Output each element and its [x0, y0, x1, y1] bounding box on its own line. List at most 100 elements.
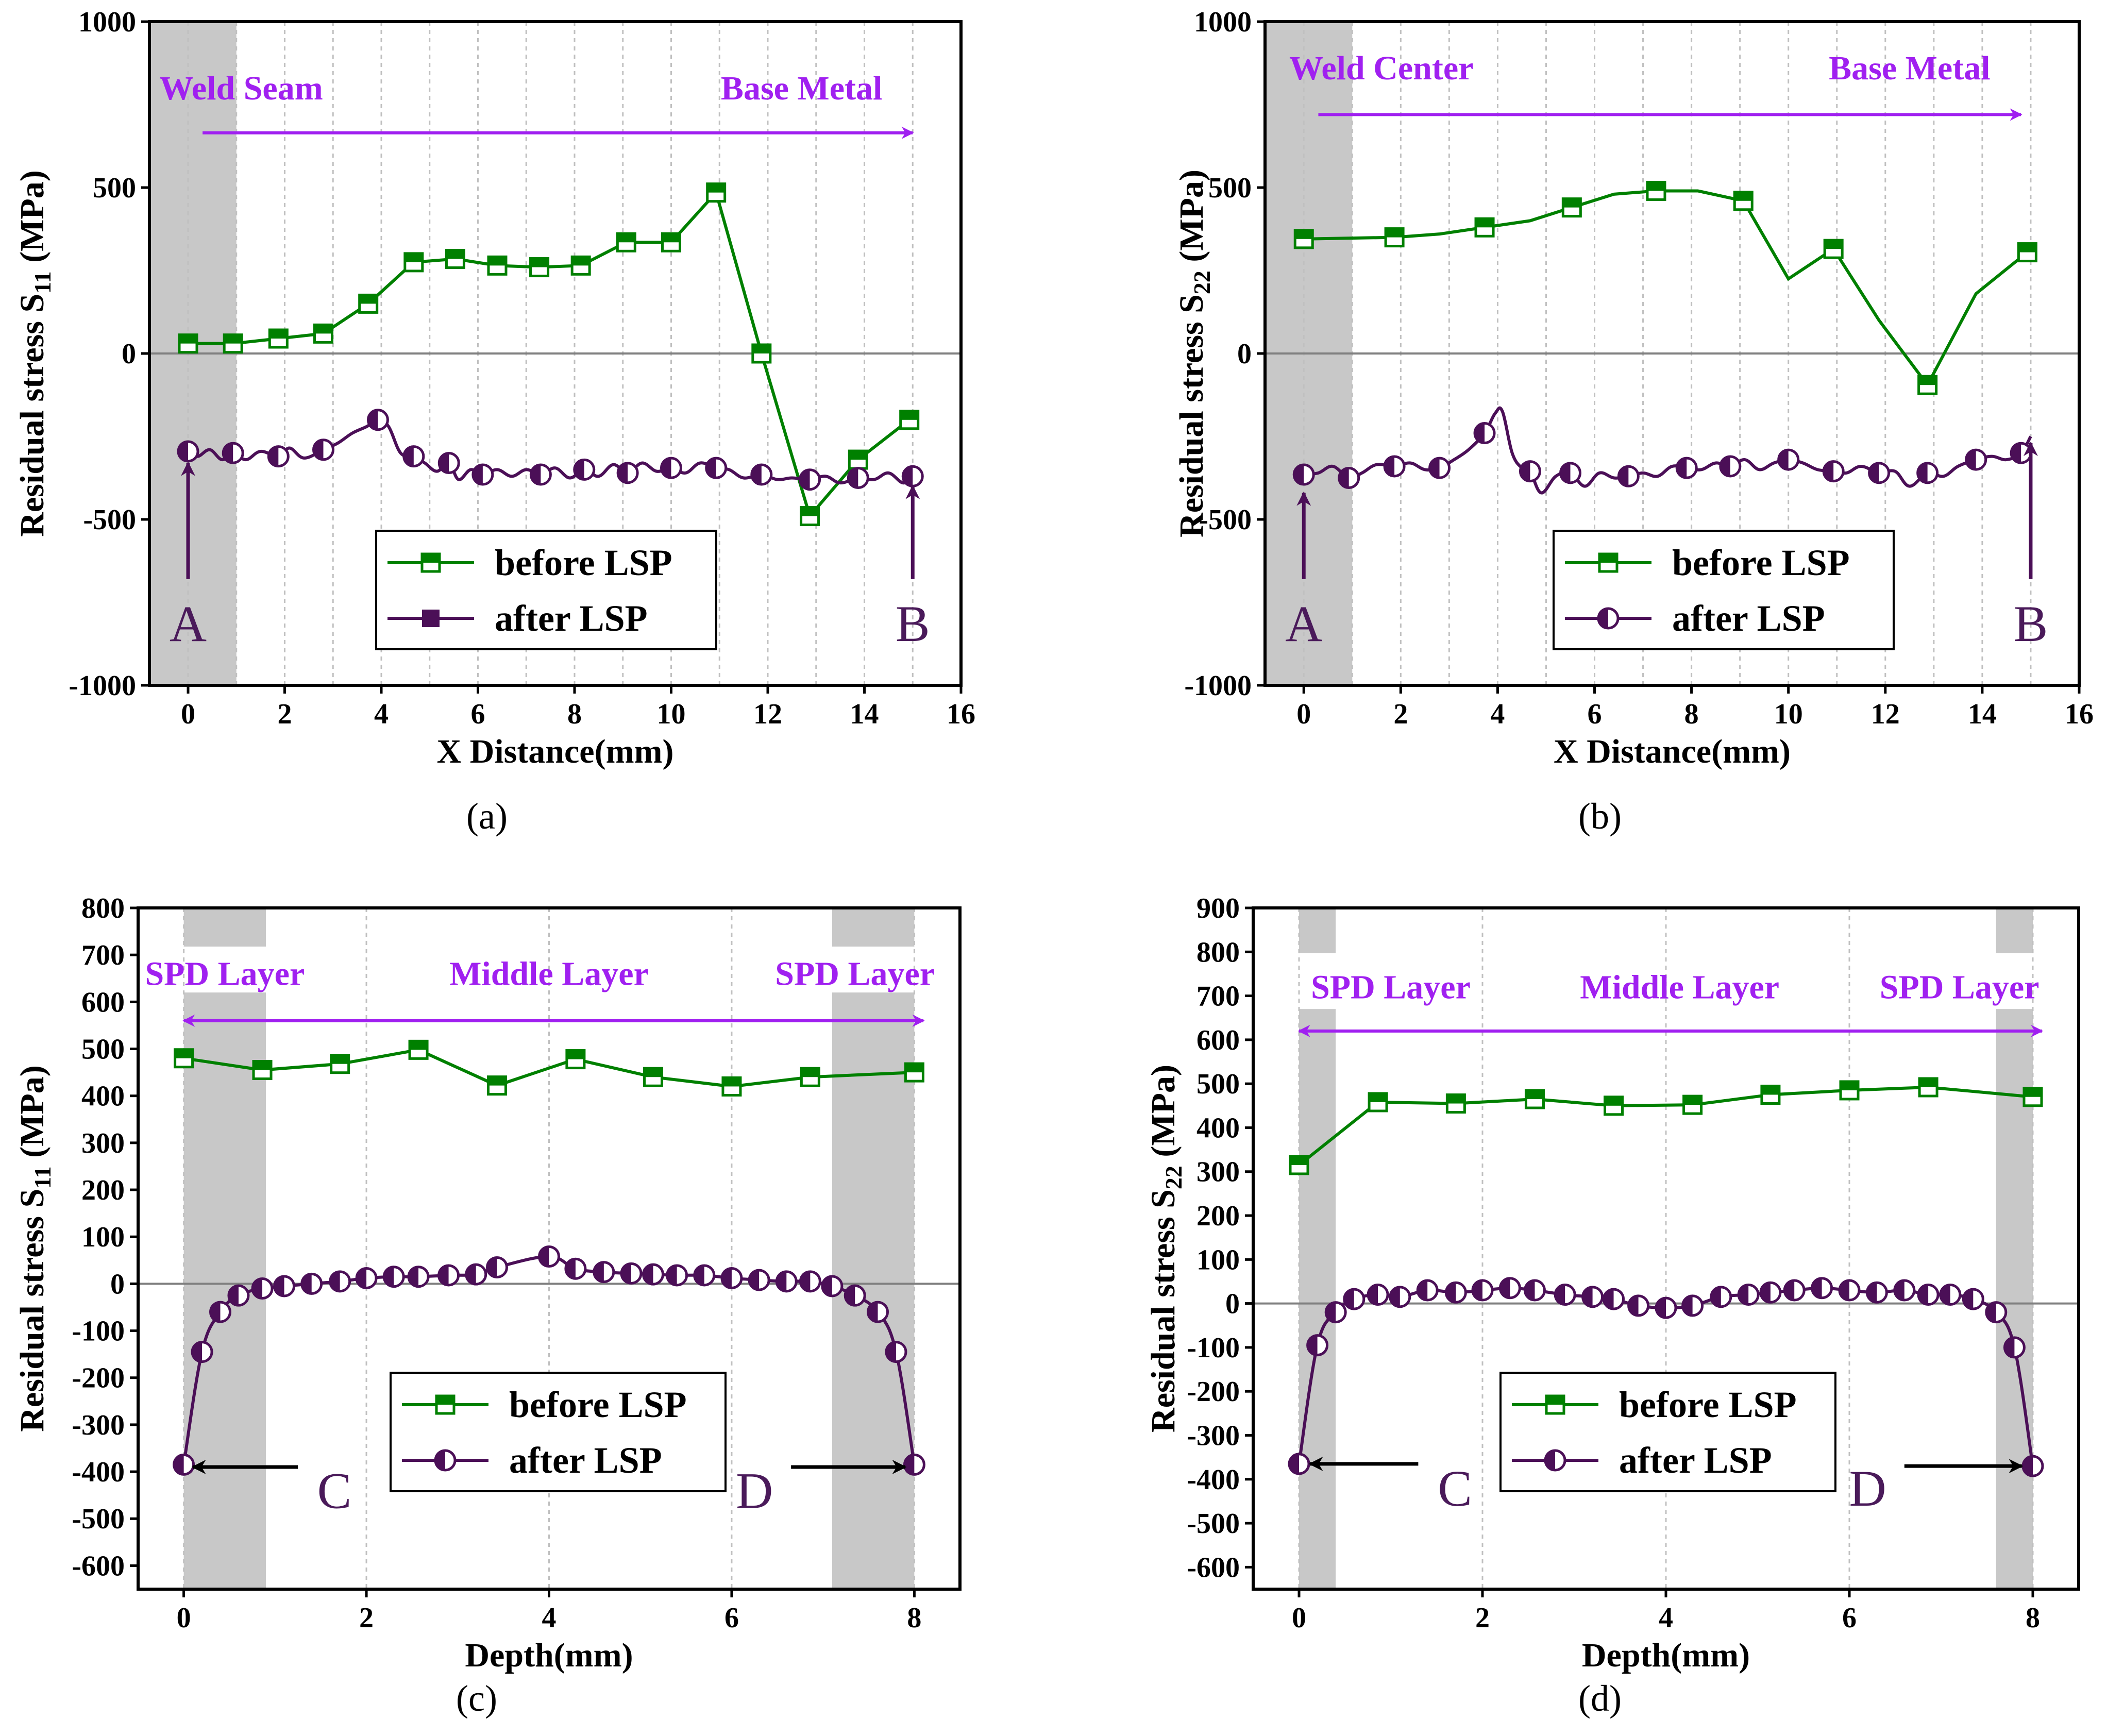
legend-marker: [434, 1449, 457, 1472]
shade-region: [1996, 909, 2033, 953]
data-point: [750, 463, 773, 486]
data-point: [1474, 217, 1495, 238]
panel-a: 0 2 4 6 8 10 12 14 16 -1000 -500 0 500 1000 X Distance…: [13, 6, 975, 837]
data-point: [486, 1075, 507, 1096]
data-point: [330, 1054, 350, 1074]
data-point: [1581, 1286, 1604, 1308]
data-point: [1416, 1279, 1439, 1302]
data-point: [222, 442, 244, 464]
data-point: [844, 1284, 866, 1307]
x-tick-label: 4: [542, 1602, 557, 1634]
region-label: SPD Layer: [145, 955, 305, 993]
x-tick-label: 0: [181, 698, 195, 730]
y-axis-label: Residual stress S11 (MPa): [13, 170, 56, 536]
y-tick-label: 200: [1196, 1200, 1240, 1232]
series-after-lsp: [1288, 1277, 2044, 1477]
region-label: SPD Layer: [775, 955, 935, 993]
y-tick-label: 600: [81, 986, 125, 1018]
y-tick-label: -300: [1187, 1420, 1240, 1452]
data-point: [2022, 1087, 2043, 1107]
data-point: [1916, 462, 1939, 484]
data-point: [706, 182, 727, 203]
data-point: [1444, 1281, 1467, 1304]
legend-box: [390, 1372, 727, 1492]
data-point: [693, 1264, 716, 1287]
data-point: [1473, 422, 1496, 445]
data-point: [273, 1275, 296, 1297]
y-tick-label: -100: [1187, 1332, 1240, 1364]
y-axis-label: Residual stress S11 (MPa): [13, 1065, 56, 1431]
y-tick-label: 1000: [78, 6, 136, 38]
data-point: [2003, 1336, 2026, 1359]
y-tick-label: 1000: [1194, 6, 1252, 38]
data-point: [1338, 467, 1360, 489]
x-axis-label: Depth(mm): [465, 1637, 633, 1674]
y-tick-label: -400: [1187, 1464, 1240, 1496]
data-point: [471, 463, 494, 486]
series-after-lsp: [173, 1245, 925, 1476]
data-point: [867, 1301, 889, 1323]
x-tick-label: 6: [724, 1602, 739, 1634]
y-tick-label: 0: [1225, 1288, 1240, 1320]
data-point: [799, 1270, 821, 1293]
y-tick-label: 0: [1237, 338, 1252, 370]
data-point: [1428, 457, 1451, 479]
series-line: [1298, 1085, 2033, 1167]
data-point: [661, 232, 681, 252]
data-point: [885, 1341, 907, 1363]
legend-label: after LSP: [1672, 598, 1825, 639]
y-tick-label: 100: [1196, 1244, 1240, 1276]
data-point: [1760, 1084, 1781, 1105]
data-point: [329, 1270, 351, 1293]
data-point: [465, 1263, 487, 1286]
series-before-lsp: [1289, 1077, 2043, 1175]
data-point: [565, 1049, 586, 1070]
legend: before LSP after LSP: [390, 1372, 727, 1492]
series-line: [187, 418, 914, 485]
shade-region: [1299, 909, 1336, 953]
panel-caption: (a): [466, 796, 508, 837]
region-label: SPD Layer: [1880, 969, 2039, 1006]
data-point: [821, 1275, 844, 1297]
data-point: [573, 458, 596, 481]
panel-b: 0 2 4 6 8 10 12 14 16 -1000 -500 0 500 1000 X Distance…: [1173, 6, 2094, 837]
data-point: [775, 1270, 798, 1293]
data-point: [1917, 1284, 1940, 1306]
data-point: [251, 1277, 274, 1300]
data-point: [1471, 1279, 1494, 1302]
panel-c: 0 2 4 6 8 -600 -500 -400 -300 -200 -100 0 100 200 300 4…: [13, 892, 962, 1719]
x-tick-label: 6: [471, 698, 485, 730]
x-tick-label: 4: [1659, 1602, 1673, 1634]
data-point: [407, 1266, 430, 1288]
data-point: [1719, 455, 1742, 478]
y-tick-label: 0: [122, 338, 136, 370]
data-point: [402, 445, 425, 468]
data-point: [529, 463, 552, 486]
legend-label: after LSP: [495, 598, 648, 639]
data-point: [1918, 1077, 1939, 1098]
data-point: [209, 1301, 231, 1323]
data-point: [748, 1269, 770, 1291]
y-tick-label: 300: [81, 1127, 125, 1159]
legend-label: after LSP: [509, 1440, 662, 1481]
y-tick-label: -200: [1187, 1376, 1240, 1408]
data-point: [1811, 1277, 1833, 1300]
data-point: [705, 457, 728, 479]
legend: before LSP after LSP: [1499, 1372, 1836, 1492]
series-after-lsp: [177, 409, 924, 491]
legend-marker: [420, 552, 441, 573]
data-point: [1604, 1095, 1624, 1116]
data-point: [1710, 1286, 1732, 1308]
y-tick-label: -200: [72, 1362, 125, 1394]
y-tick-label: -1000: [69, 670, 136, 702]
y-tick-label: 300: [1196, 1156, 1240, 1188]
data-point: [2010, 442, 2032, 464]
x-tick-label: 4: [1490, 698, 1505, 730]
data-point: [1893, 1279, 1916, 1302]
x-tick-label: 8: [567, 698, 582, 730]
y-tick-label: 700: [1196, 981, 1240, 1013]
x-tick-label: 6: [1588, 698, 1602, 730]
panel-caption: (d): [1578, 1678, 1622, 1719]
y-tick-label: 700: [81, 939, 125, 971]
x-tick-label: 0: [1292, 1602, 1306, 1634]
